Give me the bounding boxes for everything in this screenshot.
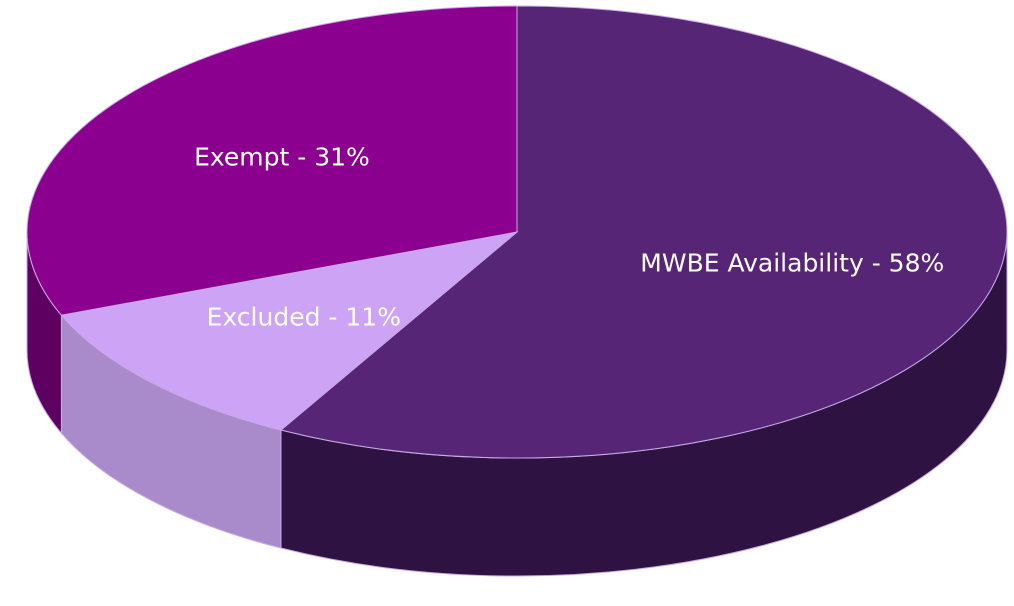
pie-slice [26, 5, 518, 316]
slice-label: Exempt - 31% [194, 142, 370, 171]
pie-slice [60, 231, 519, 431]
slice-label: MWBE Availability - 58% [640, 249, 944, 278]
pie-slice [279, 5, 1008, 459]
slice-label: Excluded - 11% [207, 303, 401, 332]
